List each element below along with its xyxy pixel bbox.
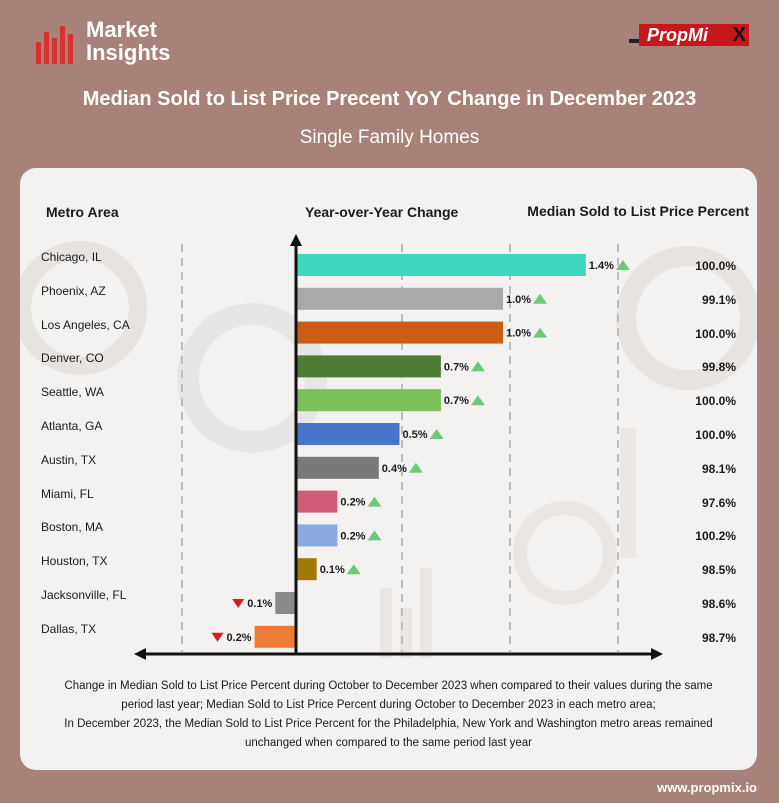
up-arrow-icon-5 <box>429 429 444 439</box>
bar-8 <box>296 524 338 547</box>
median-percent-7: 97.6% <box>701 495 736 510</box>
metro-label-6: Austin, TX <box>41 452 97 467</box>
footnote-line1: Change in Median Sold to List Price Perc… <box>64 680 713 711</box>
up-arrow-icon-8 <box>367 530 382 541</box>
footnote: Change in Median Sold to List Price Perc… <box>50 677 727 753</box>
x-axis-left-arrow-icon <box>134 648 146 660</box>
bar-5 <box>296 423 400 445</box>
bar-6 <box>296 456 379 479</box>
median-percent-11: 98.7% <box>701 630 736 645</box>
up-arrow-icon-1 <box>533 293 548 304</box>
median-percent-3: 99.8% <box>701 360 736 375</box>
up-arrow-icon-4 <box>470 395 485 406</box>
value-label-3: 0.7% <box>444 361 469 373</box>
median-percent-1: 99.1% <box>701 292 736 307</box>
value-label-7: 0.2% <box>340 497 365 509</box>
metro-label-1: Phoenix, AZ <box>41 283 106 298</box>
value-label-10: 0.1% <box>247 598 272 610</box>
bar-7 <box>296 490 338 513</box>
metro-label-10: Jacksonville, FL <box>41 588 127 602</box>
page-subtitle: Single Family Homes <box>299 127 480 148</box>
median-percent-2: 100.0% <box>695 326 736 341</box>
median-percent-4: 100.0% <box>695 394 736 409</box>
brand-x: X <box>732 24 746 46</box>
value-label-9: 0.1% <box>320 564 345 576</box>
page-title: Median Sold to List Price Precent YoY Ch… <box>82 88 697 110</box>
down-arrow-icon-11 <box>211 632 224 642</box>
value-label-2: 1.0% <box>506 328 531 340</box>
median-percent-0: 100.0% <box>695 259 736 273</box>
value-label-4: 0.7% <box>444 395 469 407</box>
median-percent-8: 100.2% <box>695 529 736 544</box>
up-arrow-icon-0 <box>615 260 630 270</box>
metro-label-0: Chicago, IL <box>41 250 102 264</box>
up-arrow-icon-2 <box>533 327 548 338</box>
x-axis-right-arrow-icon <box>651 648 663 660</box>
logo-box <box>639 24 749 46</box>
bar-chart-logo-icon <box>36 24 78 64</box>
up-arrow-icon-6 <box>408 462 423 473</box>
value-label-0: 1.4% <box>589 260 614 272</box>
up-arrow-icon-3 <box>470 361 485 372</box>
median-percent-5: 100.0% <box>695 428 736 442</box>
value-label-11: 0.2% <box>227 632 252 644</box>
bar-0 <box>296 254 586 276</box>
up-arrow-icon-7 <box>367 496 382 507</box>
logo-line2: Insights <box>86 40 171 65</box>
median-percent-10: 98.6% <box>701 597 736 611</box>
value-label-8: 0.2% <box>340 530 365 542</box>
yoy-bar-chart: 1.4% 1.0% 1.0% 0.7% 0.7% 0.5% 0.4% 0.2% 0.2% 0.1%… <box>134 234 663 660</box>
logo-line1: Market <box>86 17 157 42</box>
brand-text: PropMi <box>647 25 708 45</box>
y-axis-arrow-icon <box>290 234 302 246</box>
metro-label-11: Dallas, TX <box>41 621 97 636</box>
propmix-logo: PropMi X <box>629 24 749 48</box>
bar-1 <box>296 287 503 310</box>
metro-area-header: Metro Area <box>46 204 119 220</box>
median-percent-9: 98.5% <box>701 563 736 578</box>
chart-card: Metro Area Year-over-Year Change Median … <box>20 168 757 770</box>
bar-3 <box>296 355 441 378</box>
value-label-6: 0.4% <box>382 463 407 475</box>
bar-2 <box>296 321 503 344</box>
value-label-1: 1.0% <box>506 294 531 306</box>
metro-label-7: Miami, FL <box>41 486 94 501</box>
bar-11 <box>254 625 296 648</box>
bar-4 <box>296 389 441 412</box>
median-percent-header: Median Sold to List Price Percent <box>527 203 749 219</box>
yoy-change-header: Year-over-Year Change <box>305 204 459 220</box>
market-insights-logo: Market Insights <box>36 18 170 64</box>
up-arrow-icon-9 <box>346 564 361 575</box>
background-decoration <box>20 241 757 658</box>
metro-label-9: Houston, TX <box>41 554 108 569</box>
value-label-5: 0.5% <box>403 429 428 441</box>
metro-label-3: Denver, CO <box>41 351 104 366</box>
metro-label-5: Atlanta, GA <box>41 419 103 433</box>
metro-label-4: Seattle, WA <box>41 385 104 400</box>
website-url: www.propmix.io <box>657 780 757 795</box>
metro-label-8: Boston, MA <box>41 520 104 535</box>
bar-9 <box>296 558 317 581</box>
logo-dash <box>629 39 643 43</box>
down-arrow-icon-10 <box>232 599 245 608</box>
bar-10 <box>275 592 296 614</box>
metro-label-2: Los Angeles, CA <box>41 317 130 332</box>
footnote-line2: In December 2023, the Median Sold to Lis… <box>64 718 713 749</box>
median-percent-6: 98.1% <box>701 461 736 476</box>
